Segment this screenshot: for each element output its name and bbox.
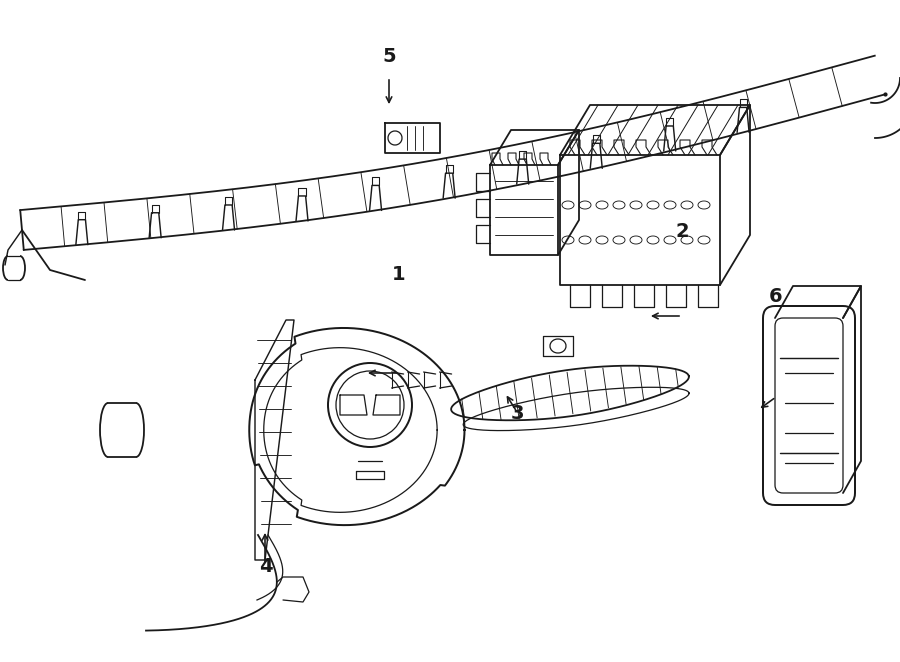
Text: 5: 5 <box>382 47 396 66</box>
Text: 2: 2 <box>675 222 689 241</box>
Text: 4: 4 <box>258 557 273 575</box>
Text: 6: 6 <box>769 287 783 306</box>
Text: 1: 1 <box>392 265 406 284</box>
Text: 3: 3 <box>511 404 524 423</box>
